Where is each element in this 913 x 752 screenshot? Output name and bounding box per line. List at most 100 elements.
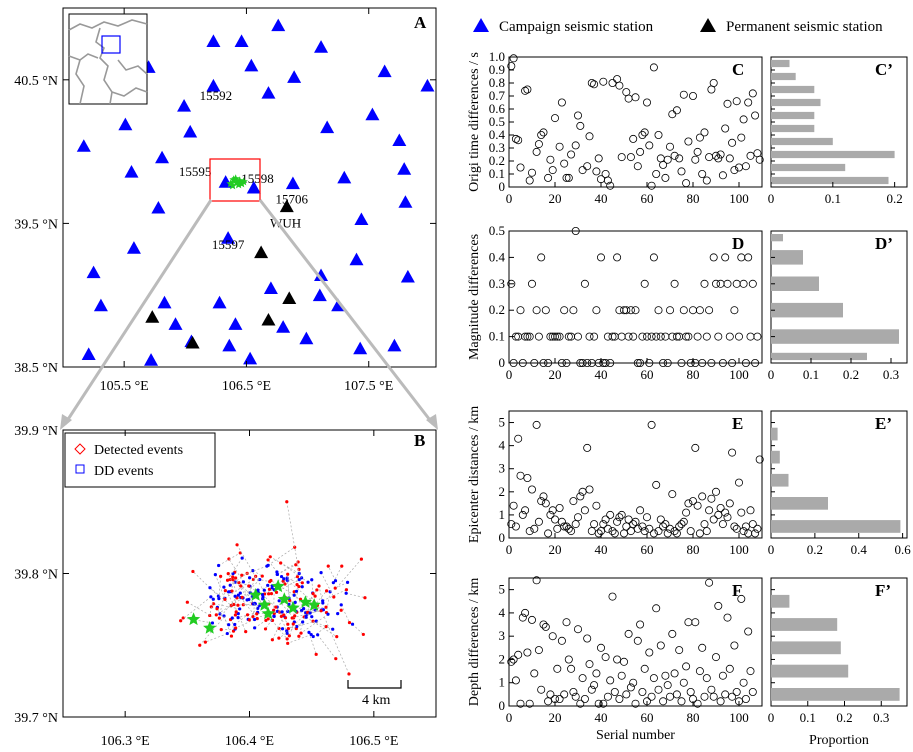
detected-event-marker: [234, 610, 238, 614]
scatter-point: [684, 332, 693, 341]
scatter-point: [534, 140, 543, 149]
scatter-point: [532, 147, 541, 156]
scatter-point: [530, 524, 539, 533]
campaign-station-icon: [168, 317, 183, 330]
event-link-line: [183, 617, 213, 624]
event-link-line: [209, 587, 232, 606]
dd-event-marker: [253, 626, 257, 630]
scatter-point: [599, 520, 608, 529]
detected-event-marker: [314, 652, 318, 656]
detected-event-marker: [293, 545, 297, 549]
detected-event-marker: [179, 619, 183, 623]
campaign-station-icon: [353, 341, 368, 355]
histogram-bar: [771, 124, 815, 133]
scatter-point: [523, 473, 532, 482]
scatter-point: [670, 669, 679, 678]
scatter-point: [659, 522, 668, 531]
detected-event-marker: [347, 620, 352, 625]
scatter-point: [666, 692, 675, 701]
detected-event-marker: [324, 589, 329, 593]
permanent-station-legend-icon: [700, 18, 716, 32]
scatter-point: [546, 690, 555, 699]
map-a-ytick-label: 39.5 °N: [14, 217, 58, 232]
detected-event-marker: [326, 564, 330, 568]
histogram-xtick-label: 0.1: [803, 367, 819, 382]
event-link-line: [192, 571, 219, 597]
scatter-point: [755, 155, 764, 164]
dd-event-marker: [227, 590, 231, 594]
permanent-station-icon: [185, 335, 200, 349]
right-charts: 0 20 40 60 80 10000.10.20.30.40.50.60.70.80.9…: [467, 49, 911, 748]
campaign-station-icon: [221, 231, 236, 244]
scatter-point: [613, 253, 622, 262]
scatter-point: [571, 141, 580, 150]
event-star-icon: [239, 177, 248, 186]
event-link-line: [252, 570, 263, 577]
dd-event-marker: [251, 569, 255, 573]
detected-event-marker: [285, 637, 289, 641]
scale-bar-label: 4 km: [362, 693, 391, 708]
scatter-xtick-label: 100: [729, 542, 749, 557]
scatter-xtick-label: 60: [641, 542, 654, 557]
detected-event-marker: [267, 587, 272, 591]
scatter-point: [714, 601, 723, 610]
map-a-axes: 105.5 °E 106.5 °E 107.5 °E 38.5 °N 39.5 °N 40…: [14, 8, 436, 394]
dd-event-marker: [260, 593, 265, 597]
zoom-connector-right: [258, 199, 435, 425]
detected-event-marker: [255, 616, 259, 621]
scatter-point: [718, 358, 727, 367]
scatter-point: [748, 89, 757, 98]
scatter-point: [670, 527, 679, 536]
dd-event-marker: [293, 600, 297, 604]
scatter-ylabel: Depth differences / km: [467, 578, 482, 707]
scatter-point: [516, 471, 525, 480]
scatter-point: [580, 506, 589, 515]
detected-event-marker: [231, 575, 235, 579]
scatter-point: [620, 657, 629, 666]
event-link-line: [240, 597, 258, 619]
campaign-station-icon: [398, 195, 413, 208]
scatter-point: [557, 517, 566, 526]
scatter-point: [624, 515, 633, 524]
scatter-ytick-label: 0.7: [489, 88, 506, 103]
campaign-station-icon: [155, 150, 170, 164]
event-link-line: [223, 615, 232, 637]
scatter-point: [521, 86, 530, 95]
histogram-xtick-label: 0.3: [873, 710, 889, 725]
scatter-point: [578, 358, 587, 367]
event-link-line: [286, 501, 300, 574]
detected-event-marker: [255, 612, 259, 616]
histogram-bar: [771, 497, 828, 510]
detected-event-marker: [269, 592, 274, 596]
campaign-station-icon: [276, 320, 291, 333]
panel-label-e: E: [732, 414, 743, 433]
scatter-xtick-label: 100: [729, 191, 749, 206]
detected-events-legend-label: Detected events: [94, 443, 183, 458]
scatter-point: [698, 643, 707, 652]
scatter-point: [677, 167, 686, 176]
detected-event-marker: [279, 561, 283, 565]
scatter-point: [636, 147, 645, 156]
scatter-point: [578, 674, 587, 683]
scatter-point: [606, 510, 615, 519]
event-link-line: [209, 599, 214, 616]
scatter-point: [693, 147, 702, 156]
event-link-line: [301, 606, 327, 611]
scatter-point: [705, 578, 714, 587]
dd-event-marker: [304, 615, 308, 619]
scatter-point: [601, 358, 610, 367]
scatter-point: [730, 641, 739, 650]
scatter-point: [521, 332, 530, 341]
dd-event-marker: [302, 607, 306, 611]
dd-event-marker: [210, 621, 215, 625]
event-link-line: [292, 609, 322, 619]
scatter-point: [640, 279, 649, 288]
event-link-line: [234, 614, 248, 625]
scatter-point: [574, 332, 583, 341]
scatter-xtick-label: 40: [595, 367, 608, 382]
dd-event-marker: [280, 610, 284, 614]
event-link-line: [237, 603, 254, 606]
campaign-station-icon: [76, 139, 91, 152]
scatter-point: [739, 678, 748, 687]
